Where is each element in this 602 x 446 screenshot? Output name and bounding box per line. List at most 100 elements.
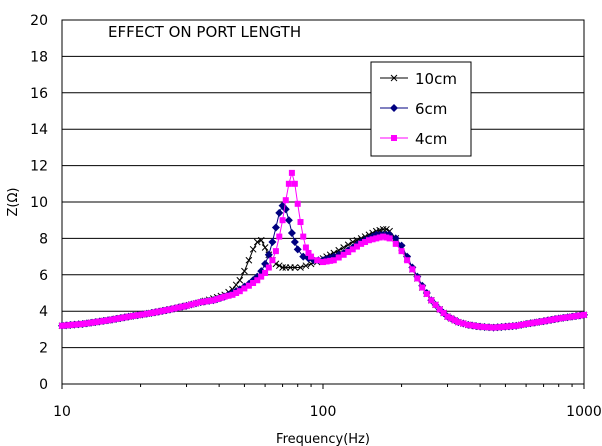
data-point [436,306,443,313]
data-point [404,257,411,264]
y-tick-label: 18 [30,49,48,65]
y-tick-label: 6 [39,268,48,284]
data-point [249,245,257,253]
x-tick-label: 1000 [566,404,602,420]
data-point [290,238,299,247]
data-point [117,315,124,322]
data-point [258,273,265,280]
data-point [569,313,576,320]
data-point [225,292,232,299]
data-point [192,300,199,307]
data-point [241,267,248,275]
data-point [486,324,493,331]
y-tick-label: 16 [30,86,48,102]
data-point [262,269,269,276]
y-tick-label: 8 [39,231,48,247]
x-tick-label: 100 [310,404,337,420]
data-point [358,240,365,247]
data-point [275,208,284,217]
data-point [577,312,584,319]
data-point [71,321,78,328]
data-point [254,277,261,284]
data-point [340,251,347,258]
data-point [210,297,217,304]
data-point [282,197,289,204]
data-point [320,259,326,266]
series-4cm [59,169,587,331]
data-point [513,322,520,329]
data-point [291,264,299,271]
data-point [167,306,174,313]
data-point [518,321,525,328]
data-point [383,225,390,233]
data-point [409,266,416,273]
data-point [264,250,273,259]
data-point [121,314,128,321]
data-point [494,324,501,331]
data-point [448,315,455,322]
data-point [345,249,352,256]
data-point [548,316,555,323]
data-point [197,299,204,306]
data-point [391,135,397,141]
data-point [349,246,356,253]
data-point [398,248,405,255]
data-point [287,228,296,237]
data-point [275,262,283,270]
data-point [152,309,159,316]
data-point [560,314,567,321]
data-point [353,243,360,250]
data-point [113,315,120,322]
data-point [314,257,321,264]
data-point [104,317,111,324]
data-point [397,241,406,250]
data-point [288,169,295,176]
data-point [143,310,150,317]
y-tick-label: 14 [30,122,48,138]
data-point [551,316,558,323]
data-point [555,315,562,322]
data-point [386,235,393,242]
data-point [414,275,421,282]
data-point [451,317,458,324]
data-point [460,320,467,327]
data-point [498,323,505,330]
data-point [125,313,132,320]
data-point [477,323,484,330]
x-axis-title: Frequency(Hz) [276,432,370,446]
data-point [67,322,74,329]
data-point [276,233,283,240]
data-point [392,240,399,247]
data-point [573,313,580,320]
data-point [302,244,309,251]
data-point [432,301,439,308]
y-axis: 0 2 4 6 8 10 12 14 16 18 20 [30,13,48,393]
data-point [302,262,310,270]
data-point [291,180,298,187]
y-tick-label: 4 [39,304,48,320]
data-point [383,234,390,241]
data-point [279,217,286,224]
data-point [257,236,265,244]
data-point [490,324,497,331]
data-point [139,311,146,318]
data-point [527,320,534,327]
data-point [179,303,186,310]
data-point [75,321,82,328]
data-point [201,298,208,305]
data-point [206,297,213,304]
y-tick-label: 2 [39,341,48,357]
data-point [523,320,530,327]
data-point [188,301,195,308]
data-point [376,234,383,241]
data-point [428,297,435,304]
data-point [175,304,182,311]
y-tick-label: 12 [30,159,48,175]
data-point [279,264,286,271]
data-point [171,305,178,312]
data-point [83,320,90,327]
data-point [59,322,65,329]
x-tick-label: 10 [53,404,71,420]
data-point [465,321,472,328]
